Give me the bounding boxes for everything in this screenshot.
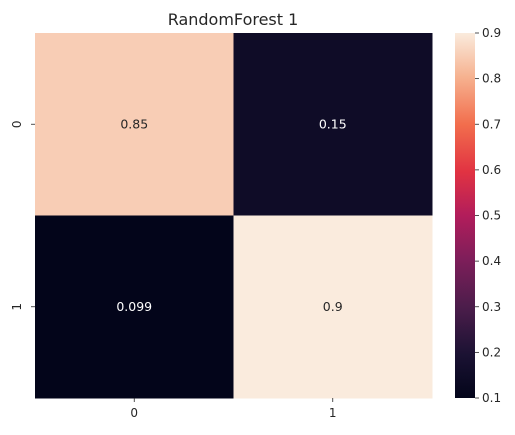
cell-value-label: 0.15 <box>319 116 347 131</box>
colorbar-tick-label: 0.2 <box>482 345 501 359</box>
colorbar-tick-label: 0.7 <box>482 117 501 131</box>
colorbar-axis: 0.1 0.2 0.3 0.4 0.5 0.6 0.7 0.8 0.9 <box>475 26 501 405</box>
x-tick-label: 0 <box>130 406 138 420</box>
x-tick-label: 1 <box>329 406 337 420</box>
heatmap-cell <box>233 215 433 399</box>
colorbar-tick-label: 0.5 <box>482 209 501 223</box>
colorbar-tick-label: 0.6 <box>482 163 501 177</box>
chart-title: RandomForest 1 <box>168 10 299 29</box>
cell-value-label: 0.9 <box>323 299 343 314</box>
heatmap-cell <box>35 215 234 399</box>
colorbar-tick-label: 0.4 <box>482 254 501 268</box>
y-tick-label: 1 <box>10 303 24 311</box>
heatmap-cell <box>233 33 433 216</box>
y-axis: 01 <box>10 120 35 311</box>
heatmap-cell <box>35 33 234 216</box>
colorbar-tick-label: 0.1 <box>482 391 501 405</box>
colorbar-tick-label: 0.9 <box>482 26 501 40</box>
colorbar-tick-label: 0.8 <box>482 72 501 86</box>
heatmap-cell-labels: 0.85 0.15 0.099 0.9 <box>116 116 346 314</box>
cell-value-label: 0.85 <box>120 116 148 131</box>
y-tick-label: 0 <box>10 120 24 128</box>
colorbar <box>455 33 475 398</box>
colorbar-tick-label: 0.3 <box>482 300 501 314</box>
heatmap-cells <box>35 33 433 399</box>
cell-value-label: 0.099 <box>116 299 152 314</box>
